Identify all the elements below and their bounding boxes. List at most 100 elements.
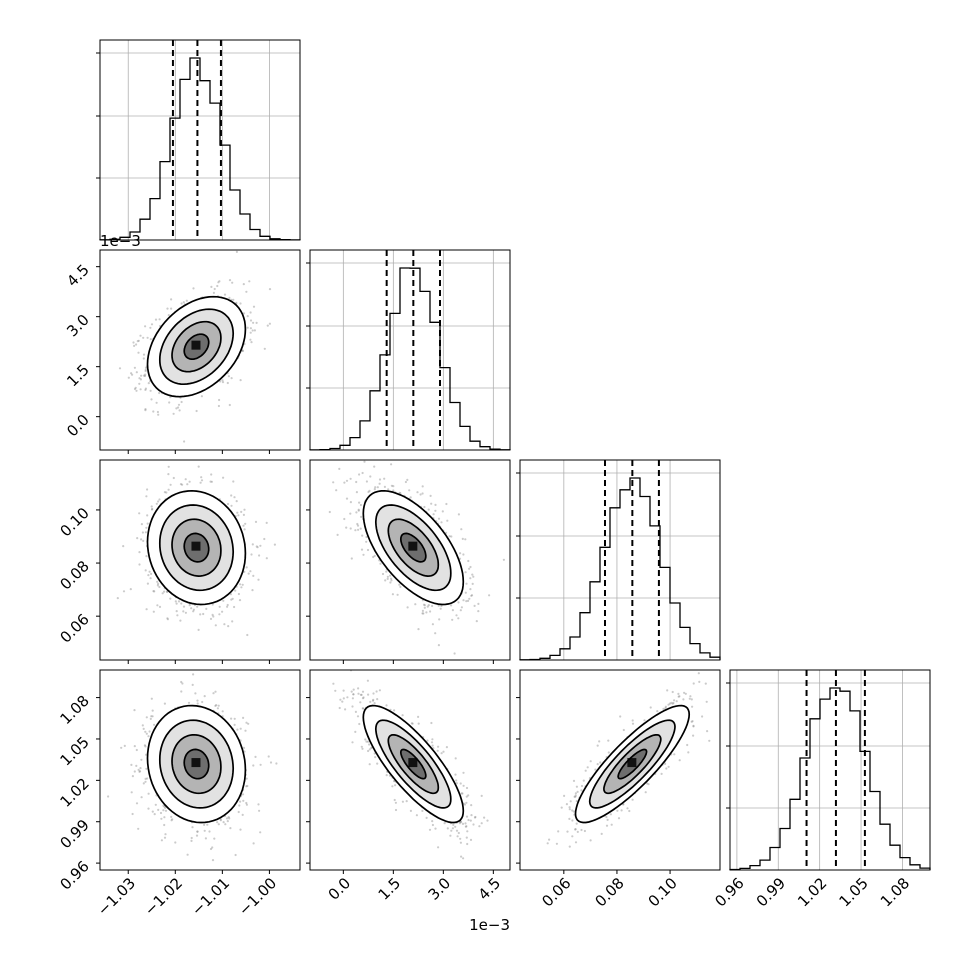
- sample-point: [150, 323, 154, 326]
- sample-point: [142, 374, 146, 377]
- sample-point: [142, 539, 145, 543]
- density-peak: [191, 541, 201, 551]
- sample-point: [127, 376, 130, 379]
- sample-point: [163, 491, 166, 494]
- sample-point: [153, 723, 156, 726]
- sample-point: [206, 823, 209, 826]
- sample-point: [427, 604, 430, 607]
- sample-point: [139, 334, 142, 337]
- sample-point: [184, 478, 187, 481]
- sample-point: [152, 590, 155, 593]
- sample-point: [415, 814, 418, 817]
- sample-point: [255, 545, 258, 548]
- sample-point: [243, 570, 246, 573]
- sample-point: [116, 597, 119, 600]
- sample-point: [217, 281, 220, 284]
- sample-point: [376, 486, 379, 489]
- sample-point: [186, 853, 189, 856]
- sample-point: [175, 602, 178, 605]
- sample-point: [263, 537, 266, 541]
- sample-point: [390, 463, 393, 466]
- sample-point: [459, 837, 462, 840]
- sample-point: [133, 709, 136, 712]
- sample-point: [372, 698, 375, 702]
- sample-point: [150, 505, 153, 508]
- sample-point: [216, 707, 219, 710]
- sample-point: [455, 779, 458, 782]
- sample-point: [144, 531, 147, 534]
- sample-point: [365, 535, 368, 539]
- sample-point: [386, 575, 389, 578]
- sample-point: [152, 410, 155, 413]
- sample-point: [252, 305, 256, 308]
- sample-point: [236, 728, 239, 731]
- sample-point: [118, 367, 122, 370]
- contour-line: [399, 532, 427, 563]
- sample-point: [234, 589, 237, 592]
- sample-point: [249, 331, 252, 334]
- sample-point: [351, 741, 354, 744]
- sample-point: [174, 841, 177, 844]
- sample-point: [455, 614, 458, 617]
- sample-point: [437, 604, 440, 607]
- sample-point: [166, 617, 169, 620]
- sample-point: [144, 373, 147, 376]
- sample-point: [140, 523, 143, 526]
- sample-point: [161, 592, 164, 595]
- sample-point: [255, 321, 258, 324]
- sample-point: [177, 600, 181, 603]
- density-peak: [191, 340, 201, 350]
- sample-point: [144, 569, 147, 572]
- sample-point: [138, 563, 141, 566]
- sample-point: [431, 744, 434, 747]
- contour-line: [387, 518, 440, 577]
- sample-point: [464, 822, 467, 825]
- sample-point: [355, 480, 358, 484]
- sample-point: [259, 831, 262, 834]
- sample-point: [146, 582, 149, 585]
- sample-point: [200, 479, 204, 482]
- sample-point: [190, 607, 193, 610]
- sample-point: [375, 690, 378, 693]
- sample-point: [196, 702, 199, 705]
- sample-point: [343, 481, 346, 484]
- sample-point: [245, 777, 248, 780]
- sample-point: [152, 610, 155, 613]
- sample-point: [404, 480, 407, 484]
- sample-point: [145, 767, 148, 770]
- sample-point: [230, 598, 233, 601]
- sample-point: [141, 531, 144, 534]
- sample-point: [177, 403, 181, 406]
- sample-point: [460, 855, 463, 858]
- sample-point: [234, 853, 237, 857]
- sample-point: [142, 727, 145, 731]
- sample-point: [226, 603, 229, 607]
- sample-point: [398, 583, 401, 586]
- sample-point: [468, 567, 471, 570]
- hist-panel-1: [96, 39, 301, 241]
- sample-point: [268, 288, 272, 291]
- sample-point: [221, 379, 224, 382]
- sample-point: [373, 752, 376, 755]
- sample-point: [156, 584, 159, 587]
- sample-point: [200, 395, 203, 398]
- sample-point: [226, 820, 229, 823]
- sample-point: [239, 828, 242, 831]
- sample-point: [130, 372, 133, 375]
- sample-point: [226, 605, 229, 608]
- panel-layer: [96, 39, 931, 874]
- sample-point: [373, 465, 376, 468]
- sample-point: [145, 753, 148, 756]
- sample-point: [440, 604, 443, 608]
- sample-point: [194, 692, 197, 695]
- sample-point: [250, 341, 253, 344]
- sample-point: [332, 481, 335, 484]
- sample-point: [149, 389, 152, 392]
- sample-point: [445, 746, 448, 749]
- sample-point: [465, 582, 468, 585]
- sample-point: [459, 609, 462, 612]
- sample-point: [453, 652, 456, 655]
- sample-point: [259, 544, 262, 547]
- sample-point: [217, 404, 220, 408]
